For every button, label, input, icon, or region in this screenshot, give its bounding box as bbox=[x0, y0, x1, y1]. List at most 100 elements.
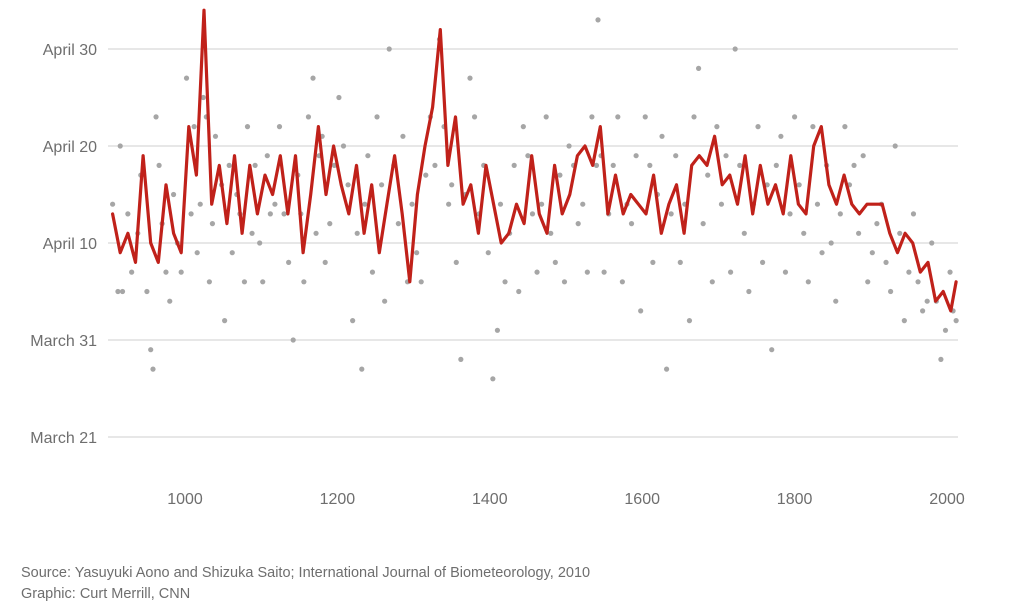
bloom-date-points bbox=[110, 17, 959, 382]
bloom-date-point bbox=[709, 279, 715, 285]
bloom-date-point bbox=[910, 211, 917, 217]
bloom-date-point bbox=[178, 269, 184, 275]
bloom-date-point bbox=[167, 298, 173, 304]
bloom-date-point bbox=[778, 133, 784, 139]
bloom-date-point bbox=[119, 288, 126, 295]
bloom-date-point bbox=[828, 240, 834, 246]
bloom-date-point bbox=[727, 269, 734, 275]
bloom-date-point bbox=[156, 162, 162, 168]
bloom-date-point bbox=[673, 153, 679, 159]
bloom-date-point bbox=[805, 279, 811, 285]
bloom-date-point bbox=[901, 318, 907, 324]
bloom-date-point bbox=[953, 318, 959, 324]
bloom-date-point bbox=[746, 288, 752, 295]
bloom-date-point bbox=[409, 201, 415, 207]
bloom-date-point bbox=[595, 17, 601, 23]
bloom-date-point bbox=[837, 211, 843, 217]
bloom-date-point bbox=[226, 162, 232, 168]
bloom-date-point bbox=[305, 114, 312, 120]
bloom-date-point bbox=[458, 356, 464, 362]
bloom-date-point bbox=[267, 211, 273, 217]
bloom-date-point bbox=[534, 269, 540, 275]
cherry-blossom-chart: March 21 March 31 April 10 April 20 April 30… bbox=[30, 8, 965, 508]
bloom-date-point bbox=[301, 279, 307, 285]
bloom-date-point bbox=[322, 259, 328, 265]
bloom-date-point bbox=[150, 366, 156, 372]
chart-credits: Source: Yasuyuki Aono and Shizuka Saito;… bbox=[21, 563, 590, 605]
bloom-date-point bbox=[260, 279, 266, 285]
bloom-date-point bbox=[222, 318, 228, 324]
bloom-date-point bbox=[714, 124, 720, 130]
bloom-date-point bbox=[115, 288, 121, 295]
bloom-date-point bbox=[336, 94, 342, 101]
bloom-date-point bbox=[446, 201, 452, 207]
bloom-date-point bbox=[723, 153, 729, 159]
bloom-date-point bbox=[769, 347, 775, 353]
bloom-date-point bbox=[197, 201, 203, 207]
bloom-date-point bbox=[362, 201, 368, 207]
bloom-date-point bbox=[633, 153, 639, 159]
bloom-date-point bbox=[494, 327, 501, 333]
bloom-date-point bbox=[543, 114, 549, 120]
gridlines bbox=[108, 48, 958, 438]
bloom-date-point bbox=[920, 308, 926, 314]
bloom-date-point bbox=[792, 114, 798, 120]
bloom-date-point bbox=[257, 240, 263, 246]
bloom-date-point bbox=[924, 298, 930, 304]
bloom-date-point bbox=[695, 65, 702, 71]
bloom-date-point bbox=[865, 279, 871, 285]
bloom-date-point bbox=[888, 288, 894, 295]
bloom-date-point bbox=[552, 259, 558, 265]
bloom-date-point bbox=[163, 269, 169, 275]
bloom-date-point bbox=[365, 153, 371, 159]
y-tick-label: March 31 bbox=[30, 333, 97, 350]
bloom-date-point bbox=[705, 172, 711, 178]
bloom-date-point bbox=[340, 143, 347, 149]
bloom-date-point bbox=[191, 124, 197, 130]
y-tick-label: April 30 bbox=[43, 42, 97, 59]
bloom-date-point bbox=[677, 259, 683, 265]
bloom-date-point bbox=[423, 172, 429, 178]
bloom-date-point bbox=[897, 230, 903, 236]
bloom-date-point bbox=[801, 230, 807, 236]
bloom-date-point bbox=[449, 182, 455, 188]
graphic-credit: Graphic: Curt Merrill, CNN bbox=[21, 586, 191, 602]
bloom-date-point bbox=[272, 201, 278, 207]
bloom-date-point bbox=[787, 211, 793, 217]
bloom-date-point bbox=[593, 162, 600, 168]
x-axis-tick-labels: 1000 1200 1400 1600 1800 2000 bbox=[167, 491, 965, 508]
bloom-date-point bbox=[938, 356, 944, 362]
bloom-date-point bbox=[663, 366, 670, 372]
bloom-date-point bbox=[906, 269, 912, 275]
bloom-date-point bbox=[400, 133, 406, 139]
bloom-date-point bbox=[718, 201, 725, 207]
bloom-date-point bbox=[502, 279, 508, 285]
bloom-date-point bbox=[313, 230, 319, 236]
y-tick-label: March 21 bbox=[30, 430, 97, 447]
bloom-date-point bbox=[615, 114, 621, 120]
bloom-date-point bbox=[129, 269, 135, 275]
bloom-date-point bbox=[485, 250, 491, 256]
bloom-date-point bbox=[183, 75, 190, 81]
y-tick-label: April 20 bbox=[43, 139, 97, 156]
bloom-date-point bbox=[378, 182, 385, 188]
bloom-date-point bbox=[842, 124, 848, 130]
bloom-date-point bbox=[892, 143, 898, 149]
y-tick-label: April 10 bbox=[43, 236, 97, 253]
bloom-date-point bbox=[650, 259, 656, 265]
bloom-date-point bbox=[529, 211, 536, 217]
bloom-date-point bbox=[453, 259, 459, 265]
y-axis-tick-labels: March 21 March 31 April 10 April 20 April 30 bbox=[30, 42, 97, 447]
bloom-date-point bbox=[249, 230, 255, 236]
bloom-date-point bbox=[194, 250, 200, 256]
bloom-date-point bbox=[642, 114, 648, 120]
bloom-date-point bbox=[520, 124, 526, 130]
bloom-date-point bbox=[883, 259, 889, 265]
bloom-date-point bbox=[414, 250, 420, 256]
bloom-date-point bbox=[557, 172, 563, 178]
bloom-date-point bbox=[350, 318, 356, 324]
x-tick-label: 1400 bbox=[472, 491, 508, 508]
x-tick-label: 1000 bbox=[167, 491, 203, 508]
bloom-date-point bbox=[539, 201, 545, 207]
bloom-date-point bbox=[359, 366, 365, 372]
